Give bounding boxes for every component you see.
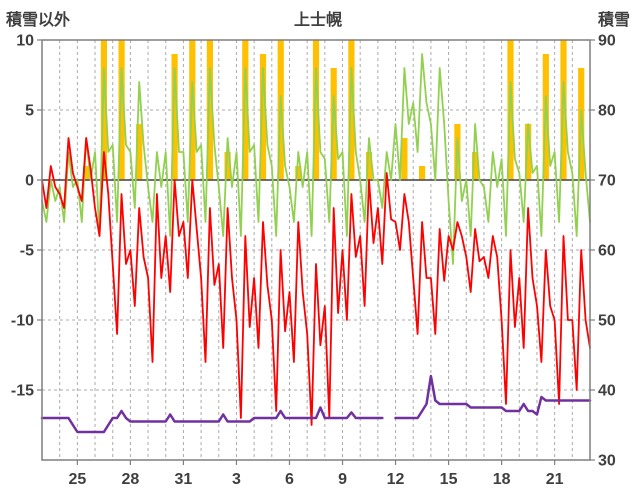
sunshine-bar [83,166,90,180]
sunshine-bar [242,40,249,180]
right-axis-tick-label: 70 [598,173,616,190]
sunshine-bar [100,40,107,180]
left-axis-tick-label: 0 [25,173,34,190]
x-axis-tick-label: 12 [387,471,405,488]
snow-depth-purple-series [40,374,592,434]
right-axis-title: 積雪 [597,12,630,29]
left-axis-title: 積雪以外 [6,12,71,29]
chart-title: 上士幌 [293,12,342,29]
right-axis-tick-label: 30 [598,453,616,470]
left-axis-tick-label: 10 [16,33,34,50]
sunshine-bar [295,166,302,180]
temperature-red-series [41,137,591,426]
right-axis-tick-label: 60 [598,243,616,260]
sunshine-bar [206,40,213,180]
sunshine-bar [312,40,320,180]
right-axis-tick-label: 90 [598,33,616,50]
right-axis-tick-label: 40 [598,383,616,400]
temperature-green-series [41,53,591,265]
left-axis-tick-label: -15 [11,383,34,400]
x-axis-tick-label: 31 [175,471,193,488]
right-axis-tick-label: 50 [598,313,616,330]
sunshine-bar [330,68,337,180]
sunshine-bar [348,40,355,180]
x-axis-tick-label: 15 [440,471,458,488]
sunshine-bar [118,40,125,180]
x-axis-tick-label: 3 [232,471,241,488]
x-axis-tick-label: 28 [121,471,139,488]
sunshine-bar [171,54,178,180]
sunshine-bar [259,54,267,180]
sunshine-bar [365,152,373,180]
x-axis-tick-label: 21 [546,471,564,488]
sunshine-bar [136,124,143,180]
left-axis-tick-label: -5 [20,243,34,260]
left-axis-tick-label: 5 [25,103,34,120]
sunshine-bar [224,152,231,180]
x-axis-tick-label: 18 [493,471,511,488]
left-axis-tick-label: -10 [11,313,34,330]
x-axis-tick-label: 6 [285,471,294,488]
x-axis-tick-label: 25 [68,471,86,488]
sunshine-bar [525,124,532,180]
right-axis-tick-label: 80 [598,103,616,120]
sunshine-bar [472,152,479,180]
x-axis-tick-label: 9 [338,471,347,488]
sunshine-bar [401,138,408,180]
sunshine-bar [419,166,426,180]
